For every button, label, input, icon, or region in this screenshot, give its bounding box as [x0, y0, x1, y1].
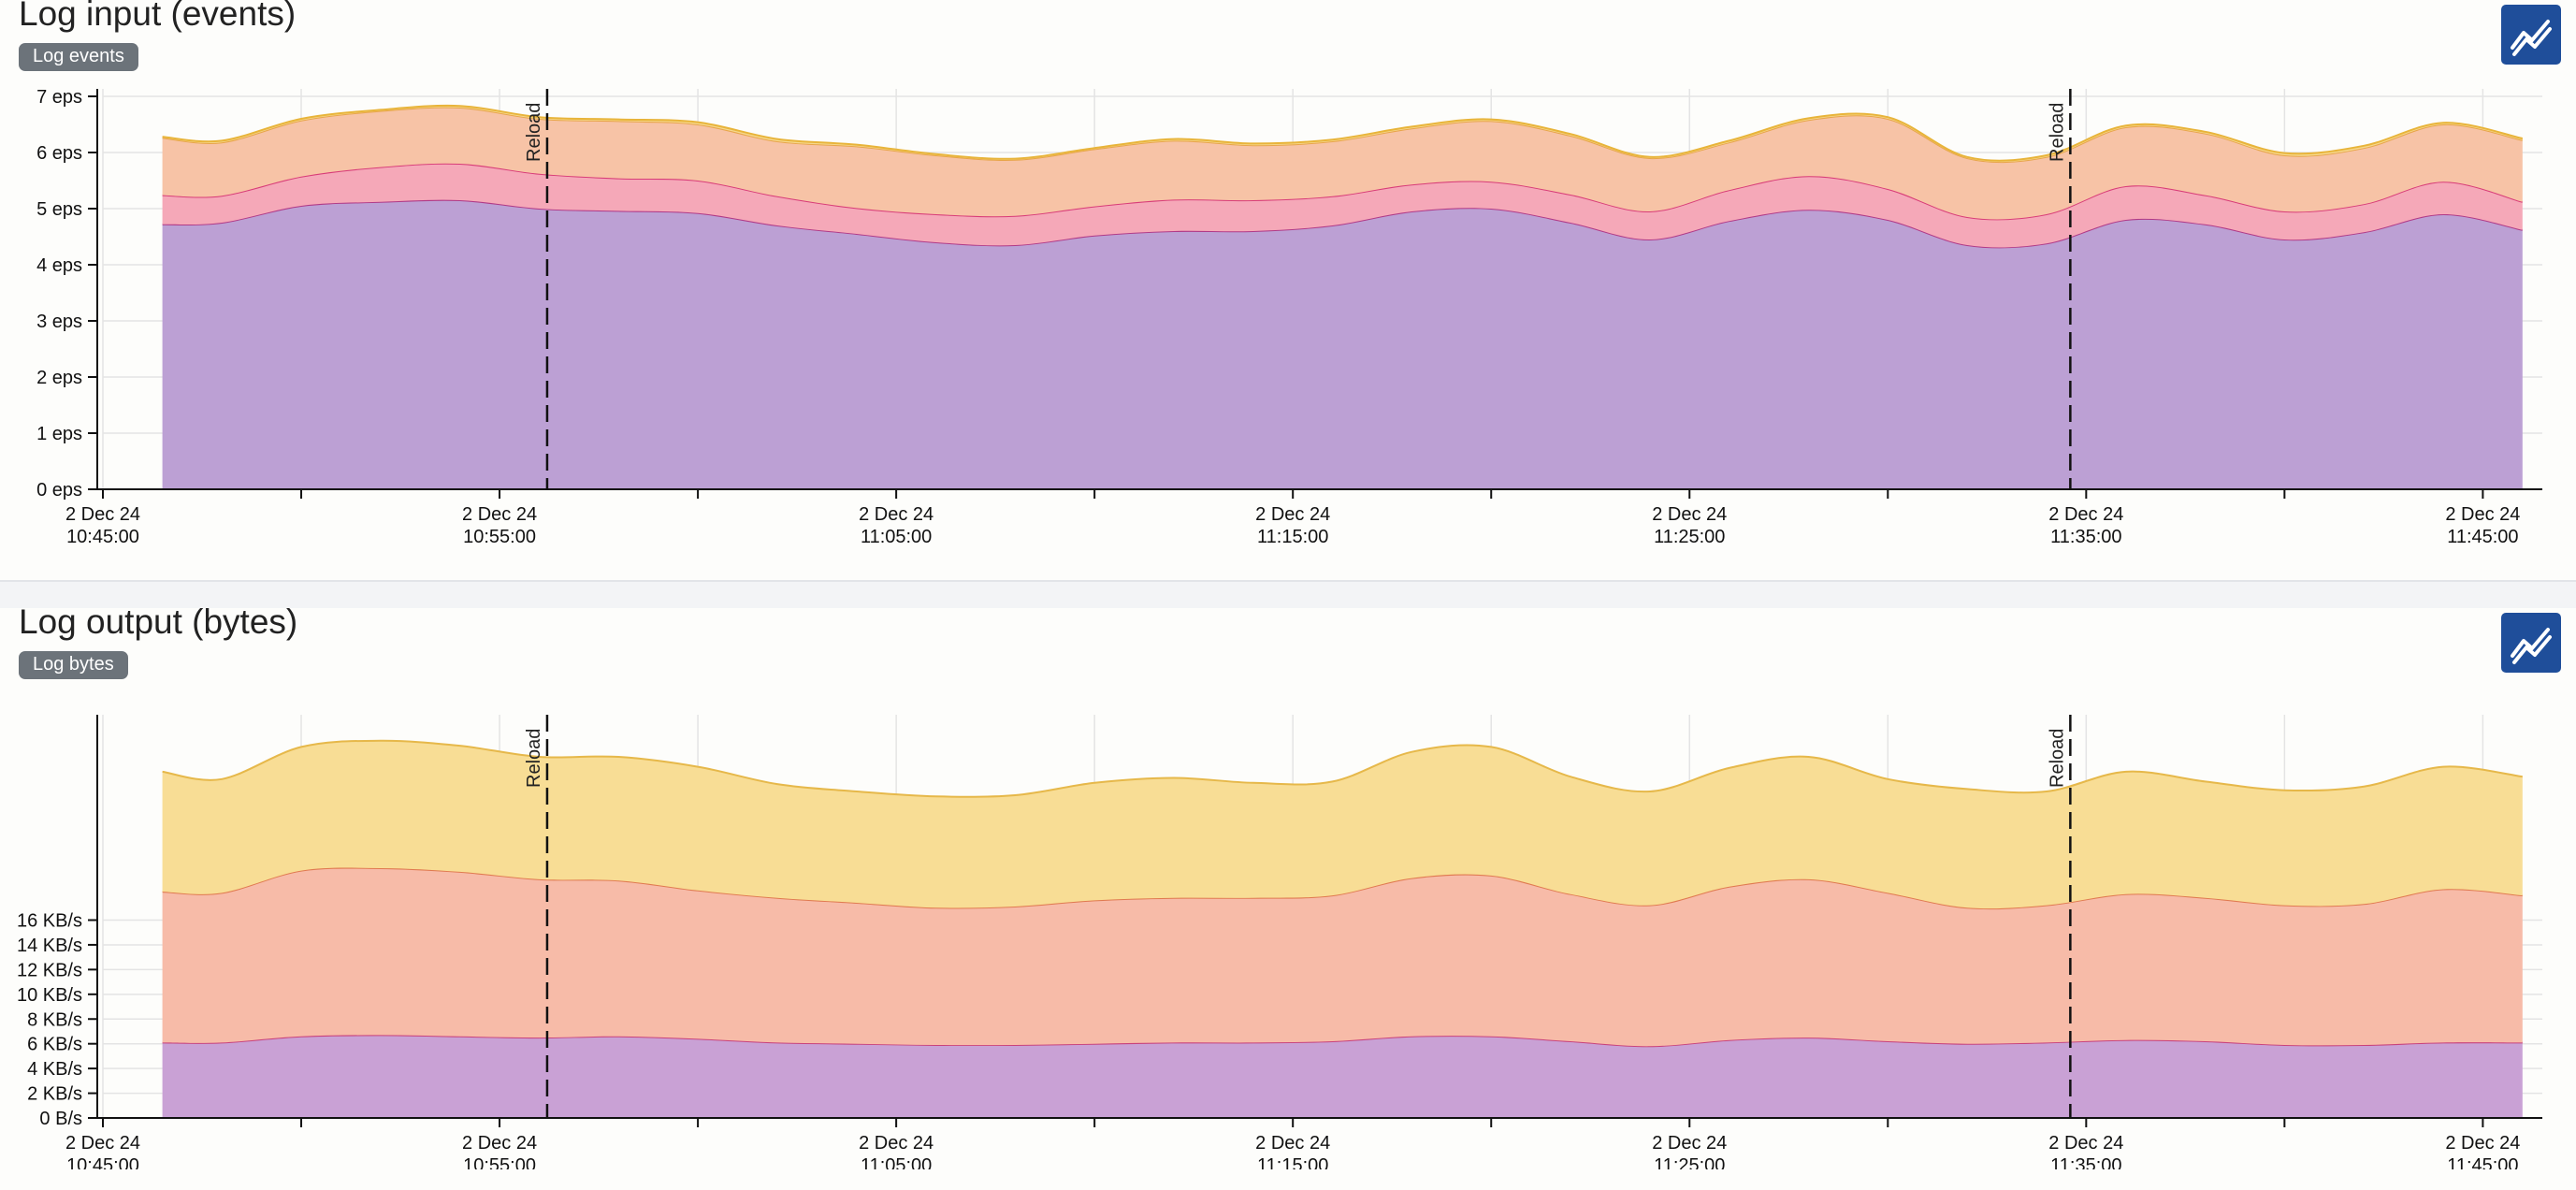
- series-area-2: [162, 740, 2523, 909]
- x-tick-label: 2 Dec 24: [2048, 504, 2123, 525]
- log-input-panel: Log input (events) Log events Reload Relo…: [0, 0, 2576, 582]
- log-events-chart: Reload Reload 0 eps 1 eps 2 eps 3 eps 4 eps 5 e…: [36, 87, 2542, 547]
- y-tick-label: 12 KB/s: [17, 960, 82, 980]
- y-tick-label: 2 KB/s: [27, 1084, 82, 1105]
- x-tick-label: 2 Dec 24: [859, 504, 933, 525]
- x-tick-label: 11:35:00: [2050, 1155, 2121, 1169]
- reload-label: Reload: [524, 729, 544, 788]
- line-chart-icon: [2511, 20, 2552, 56]
- x-tick-label: 2 Dec 24: [1652, 504, 1727, 525]
- x-tick-label: 11:05:00: [861, 1155, 932, 1169]
- x-tick-label: 2 Dec 24: [2048, 1133, 2123, 1154]
- x-tick-label: 11:05:00: [861, 527, 932, 547]
- y-tick-label: 5 eps: [36, 199, 82, 220]
- x-tick-label: 2 Dec 24: [65, 1133, 140, 1154]
- x-tick-label: 11:45:00: [2447, 1155, 2518, 1169]
- x-tick-label: 11:35:00: [2050, 527, 2121, 547]
- x-tick-label: 2 Dec 24: [462, 504, 537, 525]
- chart-type-button[interactable]: [2501, 5, 2561, 65]
- y-tick-label: 3 eps: [36, 312, 82, 332]
- reload-label: Reload: [2047, 729, 2067, 788]
- x-tick-label: 2 Dec 24: [1255, 504, 1330, 525]
- y-tick-label: 14 KB/s: [17, 936, 82, 956]
- log-events-badge: Log events: [19, 43, 138, 71]
- x-tick-label: 11:15:00: [1257, 1155, 1328, 1169]
- y-tick-label: 4 KB/s: [27, 1059, 82, 1080]
- y-tick-label: 6 eps: [36, 143, 82, 164]
- x-tick-label: 2 Dec 24: [65, 504, 140, 525]
- x-tick-label: 11:15:00: [1257, 527, 1328, 547]
- log-bytes-badge: Log bytes: [19, 651, 128, 679]
- line-chart-icon: [2511, 628, 2552, 664]
- y-tick-label: 10 KB/s: [17, 985, 82, 1006]
- reload-label: Reload: [2047, 103, 2067, 162]
- panel-title: Log output (bytes): [19, 602, 298, 641]
- x-tick-label: 11:25:00: [1654, 527, 1725, 547]
- y-tick-label: 8 KB/s: [27, 1009, 82, 1030]
- x-tick-label: 2 Dec 24: [462, 1133, 537, 1154]
- series-area-1: [162, 163, 2523, 248]
- x-tick-label: 10:45:00: [66, 527, 139, 547]
- y-tick-label: 2 eps: [36, 368, 82, 388]
- x-tick-label: 10:45:00: [66, 1155, 139, 1169]
- reload-label: Reload: [524, 103, 544, 162]
- x-tick-label: 10:55:00: [463, 1155, 536, 1169]
- log-output-panel: Log output (bytes) Log bytes Reload Reloa…: [0, 602, 2576, 1190]
- x-tick-label: 11:25:00: [1654, 1155, 1725, 1169]
- panel-title: Log input (events): [19, 0, 297, 33]
- y-tick-label: 0 eps: [36, 480, 82, 501]
- x-tick-label: 10:55:00: [463, 527, 536, 547]
- y-tick-label: 4 eps: [36, 255, 82, 276]
- x-tick-label: 2 Dec 24: [1255, 1133, 1330, 1154]
- series-line-2: [162, 739, 2523, 798]
- series-area-2: [162, 107, 2523, 220]
- log-bytes-chart: Reload Reload 0 B/s 2 KB/s 4 KB/s 6 KB/s 8 KB/…: [17, 715, 2542, 1169]
- chart-type-button[interactable]: [2501, 613, 2561, 673]
- y-tick-label: 7 eps: [36, 87, 82, 108]
- x-tick-label: 2 Dec 24: [2445, 504, 2520, 525]
- series-area-0: [162, 1035, 2523, 1118]
- x-tick-label: 2 Dec 24: [859, 1133, 933, 1154]
- y-tick-label: 1 eps: [36, 424, 82, 444]
- series-area-0: [162, 199, 2523, 489]
- x-tick-label: 2 Dec 24: [1652, 1133, 1727, 1154]
- series-line-3: [162, 104, 2523, 162]
- y-tick-label: 6 KB/s: [27, 1035, 82, 1055]
- y-tick-label: 16 KB/s: [17, 911, 82, 932]
- x-tick-label: 11:45:00: [2447, 527, 2518, 547]
- series-area-1: [162, 867, 2523, 1047]
- x-tick-label: 2 Dec 24: [2445, 1133, 2520, 1154]
- panel-divider: [0, 582, 2576, 608]
- y-tick-label: 0 B/s: [39, 1109, 82, 1129]
